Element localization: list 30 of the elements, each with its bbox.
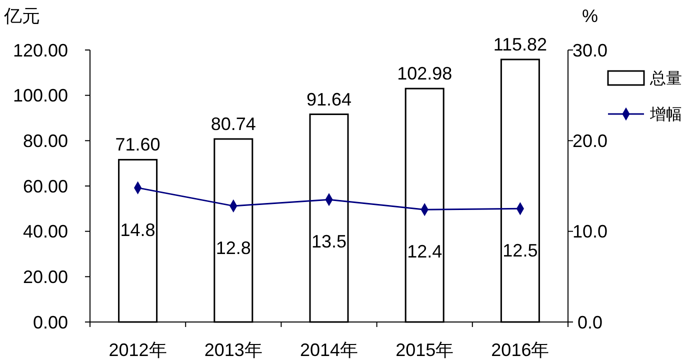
data-label: 80.74 — [210, 114, 256, 134]
data-label: 12.5 — [502, 240, 538, 261]
legend-label: 总量 — [649, 70, 682, 88]
y-tick-label: 20.00 — [22, 266, 68, 287]
y-tick-label: 60.00 — [22, 176, 68, 196]
y2-tick-label: 0.0 — [577, 312, 603, 332]
data-label: 91.64 — [306, 89, 352, 110]
data-label: 102.98 — [397, 64, 452, 84]
y2-axis-title: % — [582, 6, 598, 26]
x-tick-label: 2016年 — [491, 340, 550, 360]
y2-tick-label: 10.0 — [572, 222, 608, 242]
data-label: 71.60 — [115, 134, 160, 155]
y-tick-label: 40.00 — [22, 222, 68, 242]
data-label: 115.82 — [493, 34, 548, 54]
x-tick-label: 2014年 — [300, 340, 358, 360]
data-label: 14.8 — [120, 220, 156, 240]
x-tick-label: 2015年 — [396, 340, 454, 360]
x-tick-label: 2012年 — [108, 340, 167, 360]
y2-tick-label: 30.0 — [572, 40, 608, 60]
data-label: 12.8 — [216, 238, 251, 258]
y-axis-title: 亿元 — [3, 6, 40, 26]
y-tick-label: 120.00 — [12, 40, 68, 60]
y2-tick-label: 20.0 — [572, 130, 608, 151]
y-tick-label: 0.00 — [32, 312, 68, 332]
x-tick-label: 2013年 — [204, 340, 262, 360]
data-label: 12.4 — [407, 242, 442, 262]
legend-label: 增幅 — [649, 106, 682, 124]
y-tick-label: 80.00 — [22, 130, 68, 151]
data-label: 13.5 — [311, 232, 347, 252]
y-tick-label: 100.00 — [12, 86, 68, 106]
